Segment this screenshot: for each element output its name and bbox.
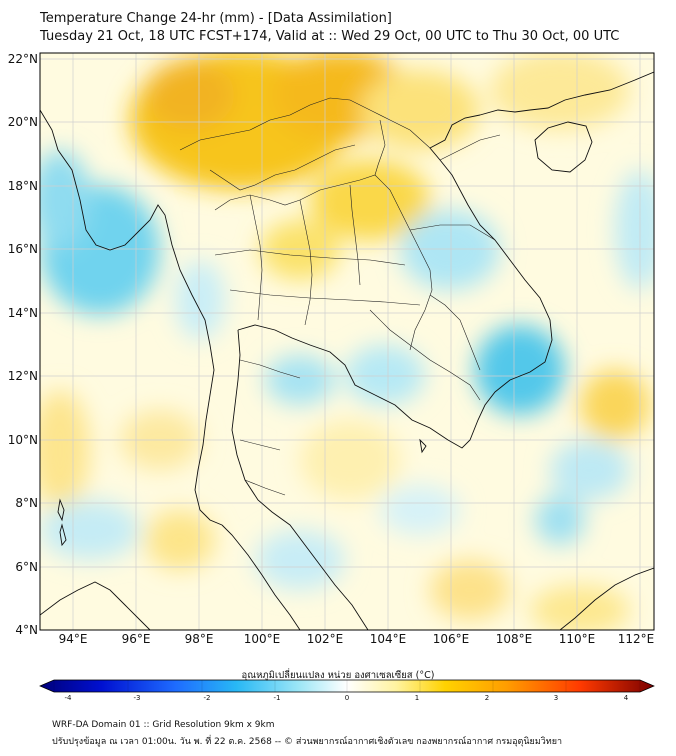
lon-label: 94°E [58, 632, 88, 646]
colorbar-tick: 1 [414, 694, 420, 702]
lat-label: 6°N [15, 560, 38, 574]
temperature-field [40, 53, 654, 630]
footer-credit: ปรับปรุงข้อมูล ณ เวลา 01:00น. วัน พ. ที่… [52, 737, 563, 747]
lon-label: 112°E [617, 632, 655, 646]
lon-label: 106°E [432, 632, 470, 646]
lat-label: 4°N [15, 623, 38, 637]
colorbar-tick: -4 [64, 694, 72, 702]
colorbar-tick: 0 [344, 694, 350, 702]
colorbar-tick: -3 [133, 694, 141, 702]
lon-label: 108°E [495, 632, 533, 646]
lon-label: 96°E [121, 632, 151, 646]
lat-label: 10°N [7, 433, 38, 447]
footer-model-info: WRF-DA Domain 01 :: Grid Resolution 9km … [52, 720, 275, 730]
map-frame [39, 52, 655, 631]
lat-label: 16°N [7, 242, 38, 256]
coastlines [40, 71, 654, 630]
lon-label: 98°E [184, 632, 214, 646]
lon-label: 102°E [306, 632, 344, 646]
lon-label: 110°E [558, 632, 596, 646]
graticule [40, 53, 654, 630]
colorbar-tick: -1 [273, 694, 281, 702]
admin-borders [179, 97, 501, 496]
colorbar-tick: 2 [484, 694, 490, 702]
lat-label: 14°N [7, 306, 38, 320]
colorbar [39, 679, 655, 693]
chart-subtitle: Tuesday 21 Oct, 18 UTC FCST+174, Valid a… [40, 29, 620, 44]
lat-label: 20°N [7, 115, 38, 129]
colorbar-tick: 4 [623, 694, 629, 702]
lat-label: 22°N [7, 52, 38, 66]
lat-labels: 22°N 20°N 18°N 16°N 14°N 12°N 10°N 8°N 6… [0, 0, 38, 640]
chart-title: Temperature Change 24-hr (mm) - [Data As… [40, 11, 392, 26]
lon-label: 100°E [243, 632, 281, 646]
colorbar-tick: 3 [553, 694, 559, 702]
lon-label: 104°E [369, 632, 407, 646]
colorbar-label: อุณหภูมิเปลี่ยนแปลง หน่วย องศาเซลเซียส (… [241, 670, 435, 681]
colorbar-tick: -2 [203, 694, 211, 702]
lat-label: 18°N [7, 179, 38, 193]
lat-label: 12°N [7, 369, 38, 383]
lat-label: 8°N [15, 496, 38, 510]
